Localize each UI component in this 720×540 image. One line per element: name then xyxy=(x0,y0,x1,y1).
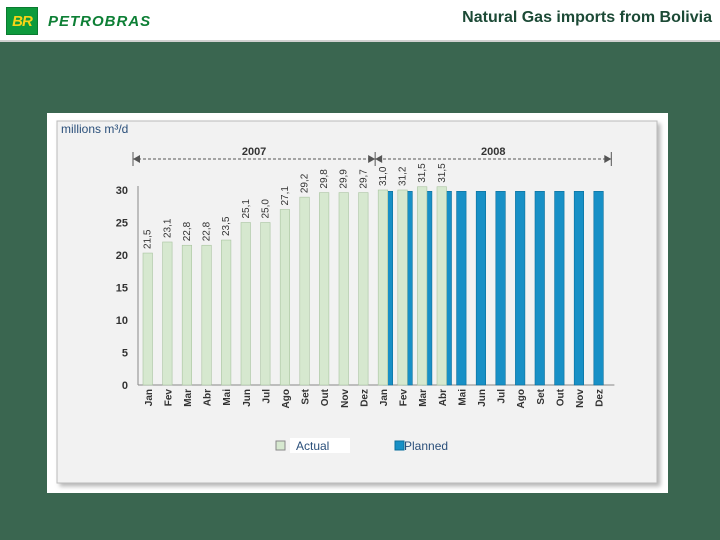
x-tick-label: Nov xyxy=(575,389,586,408)
x-tick-label: Ago xyxy=(281,389,292,408)
x-tick-label: Nov xyxy=(340,389,351,408)
y-tick-label: 10 xyxy=(116,315,128,327)
year-label-2007: 2007 xyxy=(242,146,266,158)
bar-planned xyxy=(593,191,604,386)
y-tick-label: 25 xyxy=(116,218,128,230)
x-tick-label: Ago xyxy=(516,389,527,408)
br-logo-text: BR xyxy=(12,12,33,30)
legend-label-planned: Planned xyxy=(404,439,448,453)
data-label: 27,1 xyxy=(280,186,291,206)
bar-actual xyxy=(436,186,447,386)
year-arrow-mid-left xyxy=(368,155,376,163)
bar-planned xyxy=(534,191,545,386)
bar-actual xyxy=(358,192,369,386)
y-tick-label: 15 xyxy=(116,283,128,295)
br-logo-icon: BR xyxy=(6,7,38,35)
x-tick-label: Out xyxy=(320,388,331,406)
x-tick-label: Fev xyxy=(163,389,174,407)
data-label: 25,0 xyxy=(260,199,271,219)
year-arrow-left xyxy=(133,155,140,163)
y-tick-label: 5 xyxy=(122,348,128,360)
x-tick-label: Jun xyxy=(477,389,488,407)
bar-actual xyxy=(142,252,153,386)
x-tick-label: Mai xyxy=(222,389,233,406)
year-arrow-mid-right xyxy=(375,155,383,163)
x-tick-label: Jun xyxy=(242,389,253,407)
data-label: 22,8 xyxy=(182,221,193,241)
bar-planned xyxy=(573,191,585,386)
bar-planned xyxy=(515,191,526,386)
x-tick-label: Abr xyxy=(203,389,214,406)
bar-actual xyxy=(162,241,173,386)
chart-panel: millions m³/d 0 5 10 15 20 25 30 2007 2008 21,5 23… xyxy=(47,113,668,493)
header-bar: BR PETROBRAS Natural Gas imports from Bo… xyxy=(0,0,720,42)
bar-actual xyxy=(240,222,251,386)
y-tick-label: 20 xyxy=(116,250,128,262)
bar-actual xyxy=(181,244,192,386)
bar-actual xyxy=(417,186,428,386)
x-tick-label: Mai xyxy=(457,389,468,406)
petrobras-logo: BR PETROBRAS xyxy=(6,7,151,35)
year-arrow-right xyxy=(604,155,612,163)
bar-actual xyxy=(397,189,408,386)
legend-label-actual: Actual xyxy=(296,439,329,453)
x-tick-label: Dez xyxy=(595,389,606,407)
x-tick-label: Jan xyxy=(144,389,155,406)
x-tick-label: Fev xyxy=(399,389,410,407)
data-label: 25,1 xyxy=(241,199,252,219)
data-label: 29,8 xyxy=(319,169,330,189)
x-tick-label: Jul xyxy=(261,389,272,404)
bar-actual xyxy=(260,222,271,386)
bar-actual xyxy=(338,192,349,386)
data-label: 31,5 xyxy=(437,163,448,183)
brand-name: PETROBRAS xyxy=(48,12,152,30)
bar-planned xyxy=(456,191,467,386)
y-tick-label: 30 xyxy=(116,185,128,197)
bar-planned xyxy=(554,191,565,386)
data-label: 23,5 xyxy=(221,216,232,236)
data-label: 29,7 xyxy=(358,169,369,189)
data-label: 31,0 xyxy=(378,166,389,186)
x-tick-label: Dez xyxy=(359,389,370,407)
data-label: 22,8 xyxy=(202,221,213,241)
bar-actual xyxy=(319,192,330,386)
legend-swatch-planned xyxy=(394,440,405,451)
data-label: 31,2 xyxy=(398,166,409,186)
x-tick-label: Jul xyxy=(497,389,508,404)
x-tick-label: Mar xyxy=(418,389,429,407)
y-tick-label: 0 xyxy=(122,380,128,392)
legend-swatch-actual xyxy=(275,440,286,451)
x-tick-label: Jan xyxy=(379,389,390,406)
bar-chart: millions m³/d 0 5 10 15 20 25 30 2007 2008 21,5 23… xyxy=(56,120,658,484)
x-tick-label: Mar xyxy=(183,389,194,407)
data-label: 29,9 xyxy=(339,169,350,189)
page-title: Natural Gas imports from Bolivia xyxy=(462,9,712,26)
bar-actual xyxy=(221,239,232,386)
bar-actual xyxy=(377,189,389,386)
bar-actual xyxy=(279,209,290,386)
bar-actual xyxy=(201,244,212,386)
data-label: 29,2 xyxy=(300,173,311,193)
chart-marks: 0 5 10 15 20 25 30 2007 2008 21,5 23,1 22,8 22,8 23,5… xyxy=(116,146,615,453)
bar-actual xyxy=(299,196,310,386)
year-label-2008: 2008 xyxy=(481,146,505,158)
x-tick-label: Set xyxy=(536,388,547,404)
x-tick-label: Out xyxy=(555,388,566,406)
data-label: 31,5 xyxy=(417,163,428,183)
bar-planned xyxy=(475,191,487,386)
x-tick-label: Abr xyxy=(438,389,449,406)
legend-box-actual xyxy=(290,438,350,453)
y-axis-label: millions m³/d xyxy=(61,122,128,136)
data-label: 21,5 xyxy=(143,229,154,249)
x-tick-label: Set xyxy=(301,388,312,404)
data-label: 23,1 xyxy=(162,218,173,238)
bar-planned xyxy=(495,191,506,386)
